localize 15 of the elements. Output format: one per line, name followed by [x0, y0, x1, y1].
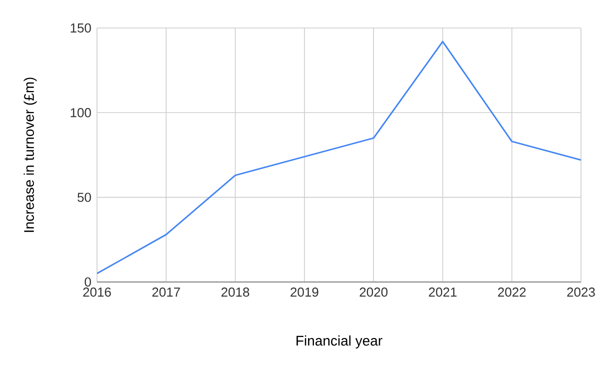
x-tick-label: 2020 [360, 288, 388, 297]
x-tick-label: 2017 [152, 288, 180, 297]
x-tick-label: 2018 [221, 288, 250, 297]
y-tick-label: 0 [84, 277, 91, 287]
x-tick-label: 2023 [567, 288, 595, 297]
x-tick-label: 2019 [290, 288, 318, 297]
y-tick-label: 50 [78, 192, 91, 202]
y-axis-title: Increase in turnover (£m) [24, 78, 37, 232]
y-tick-label: 100 [70, 108, 91, 118]
x-tick-label: 2016 [83, 288, 111, 297]
y-tick-label: 150 [70, 23, 91, 33]
x-tick-label: 2022 [498, 288, 526, 297]
x-axis-title: Financial year [296, 335, 382, 348]
x-tick-label: 2021 [428, 288, 457, 297]
line-series [97, 40, 581, 274]
